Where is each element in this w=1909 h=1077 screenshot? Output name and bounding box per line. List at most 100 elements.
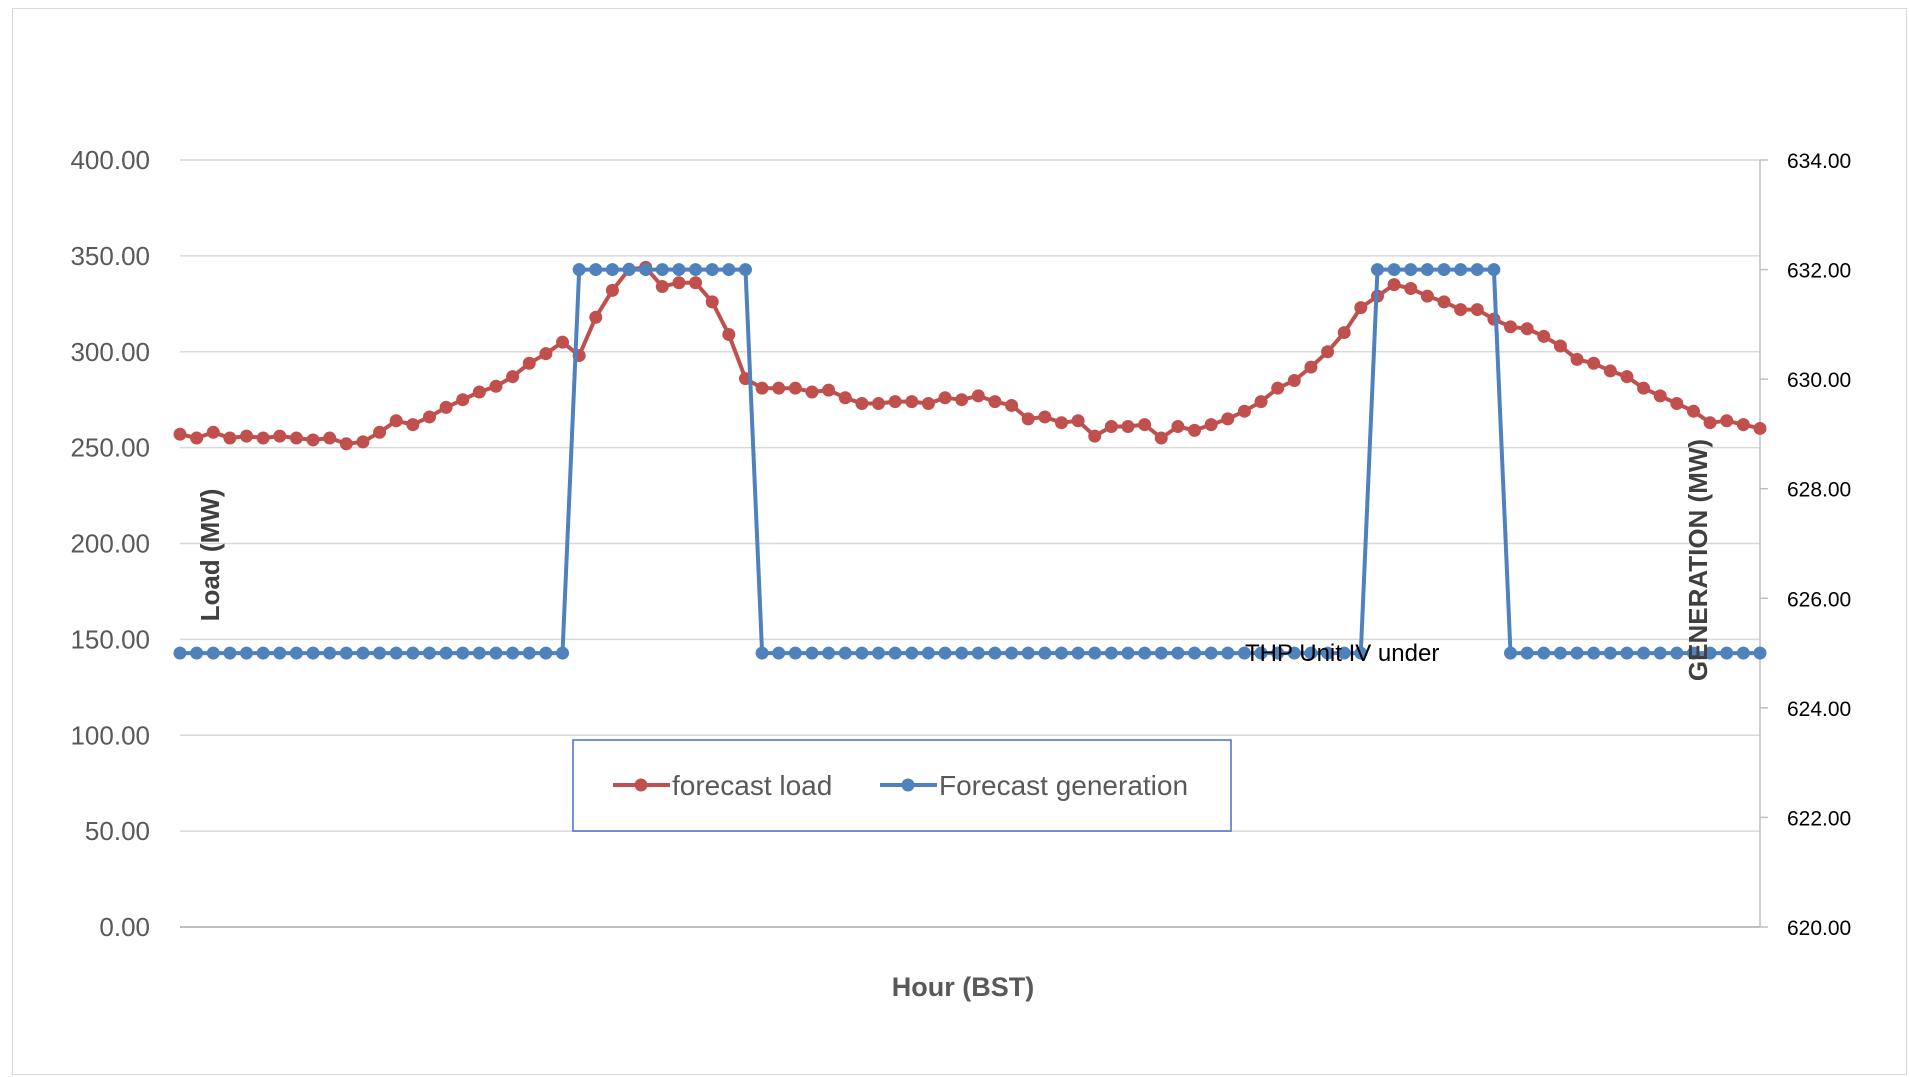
left-tick-label: 50.00 <box>85 816 150 846</box>
data-point-forecast-generation <box>772 646 786 660</box>
data-point-forecast-generation <box>1387 263 1401 277</box>
data-point-forecast-load <box>1753 421 1767 435</box>
data-point-forecast-generation <box>672 263 686 277</box>
data-point-forecast-load <box>1620 370 1634 384</box>
data-point-forecast-generation <box>788 646 802 660</box>
data-point-forecast-generation <box>1237 646 1251 660</box>
left-tick-label: 150.00 <box>70 624 150 654</box>
data-point-forecast-load <box>1553 339 1567 353</box>
data-point-forecast-generation <box>888 646 902 660</box>
data-point-forecast-generation <box>1653 646 1667 660</box>
data-point-forecast-generation <box>1454 263 1468 277</box>
legend-marker-forecast-generation <box>901 778 915 792</box>
data-point-forecast-load <box>1736 418 1750 432</box>
data-point-forecast-generation <box>1005 646 1019 660</box>
data-point-forecast-generation <box>639 263 653 277</box>
data-point-forecast-load <box>323 431 337 445</box>
data-point-forecast-generation <box>1088 646 1102 660</box>
data-point-forecast-load <box>1686 404 1700 418</box>
data-point-forecast-load <box>1271 381 1285 395</box>
data-point-forecast-generation <box>439 646 453 660</box>
data-point-forecast-load <box>888 395 902 409</box>
data-point-forecast-load <box>1504 320 1518 334</box>
data-point-forecast-generation <box>1487 263 1501 277</box>
data-point-forecast-load <box>1054 416 1068 430</box>
data-point-forecast-load <box>822 383 836 397</box>
right-tick-label: 634.00 <box>1787 150 1851 173</box>
data-point-forecast-generation <box>1254 646 1268 660</box>
data-point-forecast-generation <box>622 263 636 277</box>
data-point-forecast-generation <box>389 646 403 660</box>
data-point-forecast-load <box>1204 418 1218 432</box>
data-point-forecast-generation <box>1603 646 1617 660</box>
data-point-forecast-load <box>339 437 353 451</box>
data-point-forecast-load <box>1021 412 1035 426</box>
right-axis-title: GENERATION (MW) <box>1683 439 1713 681</box>
data-point-forecast-load <box>1703 416 1717 430</box>
right-tick-label: 622.00 <box>1787 807 1851 830</box>
right-tick-label: 628.00 <box>1787 479 1851 502</box>
data-point-forecast-generation <box>1703 646 1717 660</box>
data-point-forecast-load <box>406 418 420 432</box>
right-axis-ticks: 620.00 622.00 624.00 626.00 628.00 630.00 632.… <box>1760 150 1851 940</box>
data-point-forecast-load <box>289 431 303 445</box>
gridlines <box>180 159 1760 832</box>
data-point-forecast-generation <box>938 646 952 660</box>
data-point-forecast-load <box>1088 429 1102 443</box>
data-point-forecast-generation <box>472 646 486 660</box>
data-point-forecast-generation <box>805 646 819 660</box>
left-tick-label: 400.00 <box>70 145 150 175</box>
data-point-forecast-generation <box>722 263 736 277</box>
data-point-forecast-generation <box>1670 646 1684 660</box>
data-point-forecast-generation <box>838 646 852 660</box>
left-tick-label: 350.00 <box>70 241 150 271</box>
data-point-forecast-load <box>689 276 703 290</box>
data-point-forecast-generation <box>1204 646 1218 660</box>
data-point-forecast-load <box>1337 326 1351 340</box>
data-point-forecast-generation <box>1504 646 1518 660</box>
right-tick-label: 630.00 <box>1787 369 1851 392</box>
data-point-forecast-generation <box>522 646 536 660</box>
left-tick-label: 200.00 <box>70 529 150 559</box>
data-point-forecast-load <box>1104 420 1118 434</box>
data-point-forecast-generation <box>1337 646 1351 660</box>
data-point-forecast-load <box>788 381 802 395</box>
data-point-forecast-generation <box>406 646 420 660</box>
data-point-forecast-generation <box>1188 646 1202 660</box>
data-point-forecast-load <box>971 389 985 403</box>
data-point-forecast-load <box>1354 301 1368 315</box>
right-tick-label: 626.00 <box>1787 588 1851 611</box>
data-point-forecast-generation <box>1054 646 1068 660</box>
data-point-forecast-generation <box>1304 646 1318 660</box>
data-point-forecast-load <box>1454 303 1468 317</box>
data-point-forecast-generation <box>1720 646 1734 660</box>
data-point-forecast-generation <box>1370 263 1384 277</box>
left-tick-label: 0.00 <box>99 912 150 942</box>
right-tick-label: 624.00 <box>1787 698 1851 721</box>
data-point-forecast-generation <box>1171 646 1185 660</box>
data-point-forecast-load <box>605 283 619 297</box>
data-point-forecast-generation <box>1570 646 1584 660</box>
data-point-forecast-generation <box>422 646 436 660</box>
data-point-forecast-generation <box>572 263 586 277</box>
data-point-forecast-load <box>1387 278 1401 292</box>
data-point-forecast-load <box>589 310 603 324</box>
data-point-forecast-generation <box>289 646 303 660</box>
data-point-forecast-load <box>1171 420 1185 434</box>
data-point-forecast-load <box>1005 398 1019 412</box>
data-point-forecast-load <box>921 397 935 411</box>
data-point-forecast-generation <box>1637 646 1651 660</box>
legend-label-forecast-generation: Forecast generation <box>939 770 1188 801</box>
left-tick-label: 250.00 <box>70 433 150 463</box>
data-point-forecast-generation <box>855 646 869 660</box>
data-point-forecast-load <box>439 400 453 414</box>
data-point-forecast-generation <box>1221 646 1235 660</box>
data-point-forecast-load <box>1437 295 1451 309</box>
data-point-forecast-load <box>1221 412 1235 426</box>
data-point-forecast-load <box>206 425 220 439</box>
left-tick-label: 300.00 <box>70 337 150 367</box>
data-point-forecast-load <box>1404 281 1418 295</box>
data-point-forecast-load <box>1720 414 1734 428</box>
data-point-forecast-generation <box>306 646 320 660</box>
